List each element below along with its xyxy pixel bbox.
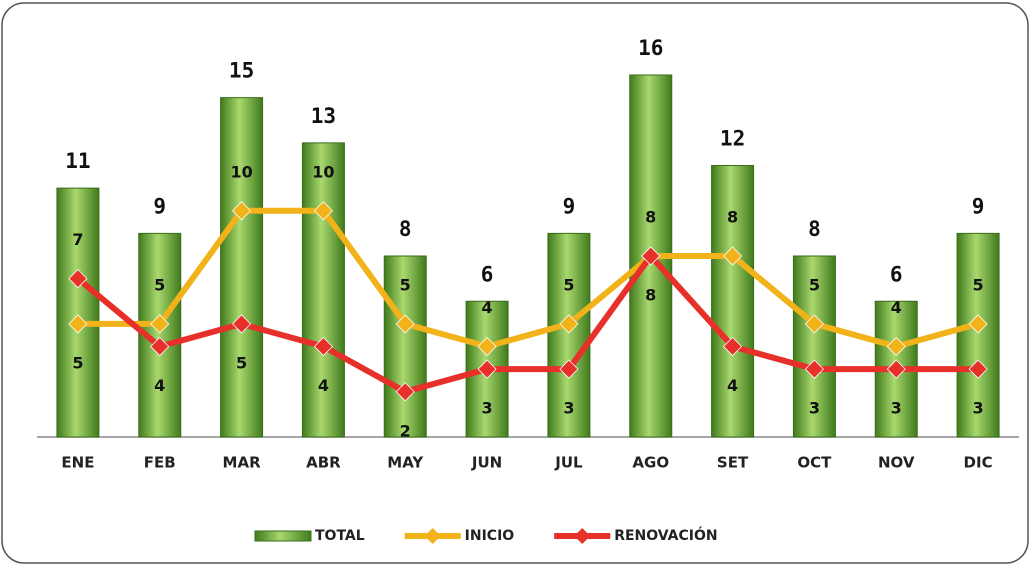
x-tick-label: AGO [632,454,669,472]
legend-swatch [254,530,312,542]
line-value-label: 5 [809,275,820,294]
legend-label: TOTAL [315,528,365,544]
bar-value-label: 9 [972,194,985,218]
line-value-label: 8 [645,208,656,227]
marker [477,359,497,379]
bar-value-label: 9 [563,194,576,218]
marker [395,314,415,334]
x-tick-label: ABR [306,454,341,472]
bar [56,187,100,438]
marker [313,201,333,221]
bar [383,255,427,438]
bar [220,97,264,438]
bar-value-label: 12 [720,127,745,151]
line-value-label: 3 [563,399,574,418]
legend-marker [424,528,441,544]
bar [301,142,345,438]
line-value-label: 10 [230,162,252,181]
line-value-label: 8 [727,208,738,227]
marker [559,314,579,334]
marker [559,359,579,379]
x-tick-label: JUN [471,454,502,472]
line-value-label: 5 [563,275,574,294]
marker [968,314,988,334]
bar-value-label: 15 [229,59,254,83]
line-value-label: 3 [891,399,902,418]
x-tick-label: SET [717,454,749,472]
line [77,207,979,350]
x-tick-label: NOV [878,454,915,472]
marker [232,314,252,334]
bar [956,232,1000,438]
x-tick-label: OCT [797,454,832,472]
x-tick-label: ENE [61,454,94,472]
bar [792,255,836,438]
bar-value-label: 8 [808,217,821,241]
x-tick-label: FEB [144,454,176,472]
line-value-label: 2 [400,421,411,440]
x-tick-label: JUL [554,454,583,472]
line-value-label: 5 [72,353,83,372]
marker [804,314,824,334]
line-value-label: 3 [482,399,493,418]
bar-value-label: 8 [399,217,412,241]
marker [968,359,988,379]
bar [547,232,591,438]
legend-label: INICIO [465,528,515,544]
marker [641,246,661,266]
line-value-label: 5 [973,275,984,294]
line-value-label: 4 [727,376,738,395]
line-value-label: 4 [482,298,493,317]
marker [68,269,88,289]
bar-value-label: 6 [481,262,494,286]
x-tick-label: DIC [964,454,993,472]
marker [68,314,88,334]
line-value-label: 5 [154,275,165,294]
marker [150,336,170,357]
bar-value-label: 16 [638,36,663,60]
marker [395,382,415,402]
line-value-label: 5 [400,275,411,294]
x-tick-label: MAR [223,454,262,472]
bar-value-label: 11 [65,149,90,173]
line-value-label: 3 [809,399,820,418]
line-value-label: 7 [72,230,83,249]
line-value-label: 10 [312,162,334,181]
marker [804,359,824,379]
marker [723,246,743,266]
marker [886,336,906,357]
marker [477,336,497,357]
marker [886,359,906,379]
bar-value-label: 13 [311,104,336,128]
line-value-label: 4 [318,376,329,395]
marker [313,336,333,357]
line-value-label: 3 [973,399,984,418]
marker [150,314,170,334]
line-value-label: 4 [154,376,165,395]
x-tick-label: MAY [387,454,424,472]
legend-label: RENOVACIÓN [614,526,717,544]
line [76,253,979,395]
line-value-label: 5 [236,353,247,372]
legend-marker [574,528,591,544]
bar [711,165,755,438]
line-value-label: 4 [891,298,902,317]
bar-value-label: 9 [153,194,166,218]
marker [232,201,252,221]
marker [723,336,743,357]
bar-value-label: 6 [890,262,903,286]
line-value-label: 8 [645,286,656,305]
